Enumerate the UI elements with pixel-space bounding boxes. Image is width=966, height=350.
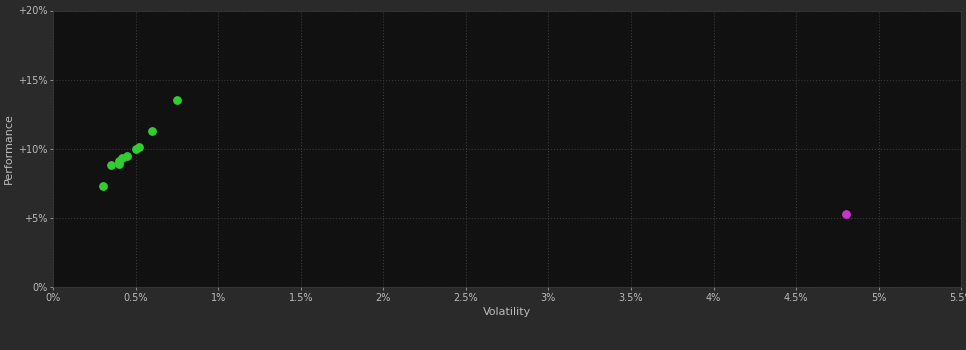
Point — [120, 153, 135, 159]
Point — [128, 146, 143, 152]
Point — [115, 156, 130, 161]
Point — [838, 211, 853, 217]
Point — [145, 128, 160, 134]
X-axis label: Volatility: Volatility — [483, 307, 531, 317]
Point — [169, 98, 185, 103]
Point — [95, 183, 110, 189]
Point — [103, 162, 119, 168]
Point — [111, 159, 127, 164]
Point — [131, 145, 147, 150]
Point — [111, 161, 127, 167]
Y-axis label: Performance: Performance — [4, 113, 14, 184]
